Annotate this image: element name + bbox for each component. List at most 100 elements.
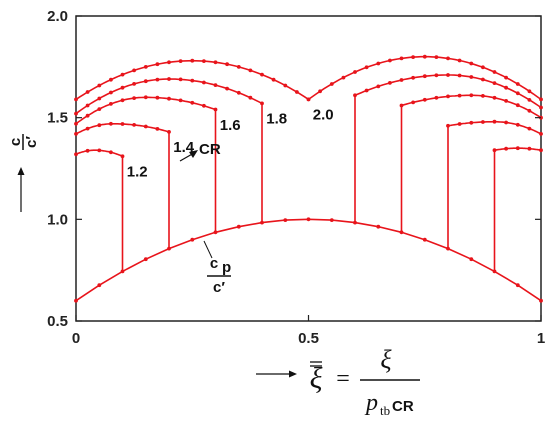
arc-point <box>492 70 497 74</box>
base-curve-point <box>469 257 474 262</box>
y-axis-label: c c′ <box>7 134 40 212</box>
arc-point <box>469 75 474 79</box>
arc-point <box>539 97 543 102</box>
arc-point <box>469 120 474 125</box>
arc-point <box>527 98 532 102</box>
series-label-1-2: 1.2 <box>127 164 148 181</box>
series-label-2-0: 2.0 <box>313 107 334 124</box>
arc-point <box>329 82 334 86</box>
arc-point <box>492 95 497 100</box>
base-curve-point <box>236 224 241 229</box>
arc-point <box>248 95 253 100</box>
arc-point <box>85 90 90 94</box>
arc-point <box>132 68 137 73</box>
arc-point <box>97 83 102 88</box>
x-axis-label: ξ = ξ p tb CR <box>256 345 420 418</box>
arc-point <box>399 56 404 61</box>
arc-point <box>515 146 520 151</box>
y-label-denominator: c′ <box>23 136 40 148</box>
arc-point <box>74 97 78 102</box>
arc-point <box>504 85 508 90</box>
arc-point <box>504 120 508 125</box>
arc-point <box>527 108 532 113</box>
arc-point <box>120 98 125 103</box>
arc-point <box>446 73 450 77</box>
arc-point <box>422 74 427 79</box>
arc-point <box>236 65 241 69</box>
arc-point <box>457 122 462 126</box>
arc-point <box>271 77 276 82</box>
base-curve-point <box>283 218 288 223</box>
arc-point <box>539 105 543 110</box>
arc-point <box>155 77 160 82</box>
arc-point <box>457 73 462 78</box>
arc-series-1: 1.4 <box>74 121 195 249</box>
arc-point <box>527 89 532 94</box>
arc-point <box>202 103 206 108</box>
arc-series-7 <box>399 93 543 233</box>
arc-point <box>504 75 508 80</box>
arc-point <box>74 132 78 136</box>
arc-point <box>515 103 520 108</box>
cp-label: c p c′ <box>203 240 231 296</box>
curves-layer: 1.21.4 1.6 1.8 2.0 <box>74 54 543 303</box>
arc-point <box>248 68 253 73</box>
arc-point <box>481 77 485 82</box>
arc-point <box>167 96 171 101</box>
arc-point <box>132 123 137 127</box>
y-tick-label: 1.0 <box>47 211 68 228</box>
arc-point <box>434 95 439 100</box>
arc-point <box>225 62 230 67</box>
x-label-denominator-sub: tb <box>380 403 390 418</box>
x-label-denominator-p: p <box>364 390 378 416</box>
arc-point <box>504 146 508 151</box>
cr-arrow-label: CR <box>199 141 221 158</box>
y-label-numerator: c <box>7 138 24 146</box>
arc-series-9 <box>492 146 543 272</box>
arc-point <box>120 85 125 90</box>
arc-series-3: 1.8 <box>74 77 287 223</box>
arc-point <box>143 79 148 84</box>
arc-point <box>422 54 427 59</box>
arc-point <box>481 65 485 70</box>
arc-point <box>434 73 439 78</box>
arc-point <box>120 72 125 77</box>
arc-point <box>434 55 439 59</box>
arc-point <box>469 93 474 98</box>
arc-point <box>295 90 299 94</box>
arc-point <box>260 72 264 77</box>
arc-point <box>97 148 102 153</box>
arc-point <box>155 62 160 67</box>
arc-point <box>74 121 78 126</box>
series-label-1-8: 1.8 <box>266 111 287 128</box>
arc-point <box>411 75 415 80</box>
x-axis-arrow-head <box>289 370 297 378</box>
x-label-equals: = <box>336 366 350 392</box>
arc-series-6 <box>353 73 543 223</box>
base-curve-point <box>422 237 427 242</box>
arc-point <box>539 132 543 136</box>
arc-point <box>318 89 322 94</box>
arc-point <box>492 81 497 85</box>
arc-series-8 <box>446 119 543 249</box>
cr-arrow-annotation: CR <box>179 141 221 162</box>
arc-point <box>341 75 346 80</box>
arc-point <box>178 98 183 103</box>
arc-point <box>515 122 520 127</box>
arc-point <box>74 111 78 116</box>
arc-point <box>515 82 520 86</box>
arc-point <box>376 61 381 66</box>
arc-point <box>364 65 369 70</box>
arc-point <box>388 58 392 63</box>
arc-point <box>190 78 195 83</box>
arc-point <box>109 90 113 95</box>
arc-series-0: 1.2 <box>74 148 148 272</box>
base-curve-point <box>306 217 311 222</box>
arc-point <box>85 148 90 153</box>
arc-point <box>353 70 357 74</box>
base-curve-point <box>376 224 381 229</box>
base-curve-point <box>515 283 520 288</box>
arc-point <box>388 81 392 85</box>
x-label-lhs: ξ <box>310 362 323 395</box>
arc-line <box>75 78 263 115</box>
